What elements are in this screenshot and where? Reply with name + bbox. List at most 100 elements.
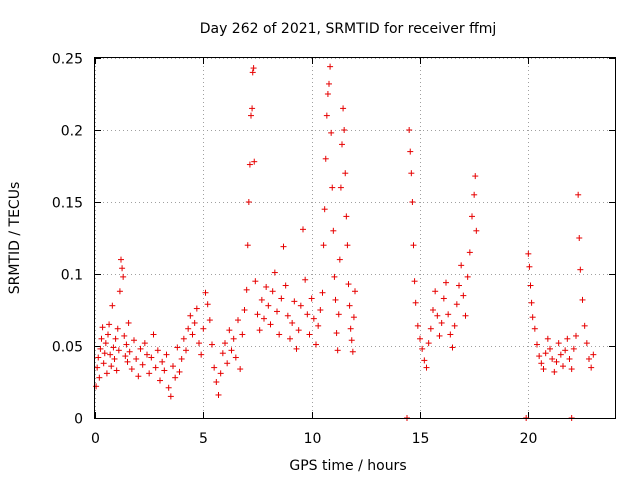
data-point xyxy=(189,331,196,338)
data-point xyxy=(244,242,251,249)
data-point xyxy=(196,340,202,347)
data-point xyxy=(246,161,253,168)
data-point xyxy=(573,332,579,339)
data-point xyxy=(172,374,179,381)
data-point xyxy=(185,325,192,332)
data-point xyxy=(93,383,100,390)
data-point xyxy=(222,340,228,347)
data-point xyxy=(230,335,237,342)
data-point xyxy=(125,319,132,326)
data-point xyxy=(560,363,566,370)
data-point xyxy=(326,80,332,87)
data-point xyxy=(310,315,317,322)
data-point xyxy=(170,363,176,370)
data-point xyxy=(126,348,133,355)
data-point xyxy=(562,347,569,354)
data-point xyxy=(241,307,248,313)
data-point xyxy=(249,69,256,76)
data-point xyxy=(120,273,127,280)
data-point xyxy=(453,301,460,308)
data-point xyxy=(430,307,436,313)
data-point xyxy=(302,276,309,283)
data-point xyxy=(526,263,533,270)
data-point xyxy=(271,269,278,276)
data-point xyxy=(118,256,124,263)
data-point xyxy=(323,112,330,119)
data-point xyxy=(343,213,350,220)
data-point xyxy=(417,335,423,342)
data-point xyxy=(324,91,331,97)
data-point xyxy=(320,242,327,249)
data-point xyxy=(319,289,326,296)
data-point xyxy=(280,243,287,250)
data-point xyxy=(570,345,577,352)
data-point xyxy=(157,377,163,384)
data-point xyxy=(278,295,285,302)
x-tick-label: 15 xyxy=(412,431,430,447)
data-point xyxy=(336,256,343,263)
data-point xyxy=(98,335,105,342)
data-point xyxy=(249,105,256,112)
data-point xyxy=(251,158,258,165)
data-point xyxy=(406,127,413,133)
data-point xyxy=(144,351,150,358)
data-point xyxy=(228,347,235,354)
data-point xyxy=(460,292,467,299)
data-point xyxy=(321,206,328,213)
x-tick-label: 0 xyxy=(91,431,100,447)
data-point xyxy=(105,331,111,338)
data-point xyxy=(154,347,161,354)
data-point xyxy=(339,141,345,148)
data-point xyxy=(408,170,415,177)
data-point xyxy=(245,199,252,205)
data-point xyxy=(409,199,416,205)
data-point xyxy=(334,347,341,354)
data-point xyxy=(209,341,215,348)
data-point xyxy=(342,170,349,177)
data-point xyxy=(114,325,121,332)
data-point xyxy=(322,155,329,162)
data-point xyxy=(263,283,270,290)
x-tick-label: 5 xyxy=(199,431,208,447)
data-point xyxy=(411,278,418,285)
data-point xyxy=(529,314,536,321)
data-point xyxy=(329,184,336,191)
data-point xyxy=(577,266,584,273)
y-tick-label: 0.15 xyxy=(52,196,83,212)
data-point xyxy=(108,363,115,370)
data-point xyxy=(333,330,340,337)
data-point xyxy=(407,148,414,155)
data-point xyxy=(131,337,137,344)
data-point xyxy=(150,331,157,338)
data-point xyxy=(109,302,116,309)
y-tick-label: 0 xyxy=(74,412,83,428)
data-point xyxy=(536,353,543,360)
data-point xyxy=(124,358,131,365)
data-point xyxy=(313,341,319,348)
data-point xyxy=(327,63,334,70)
data-point xyxy=(167,393,174,400)
data-point xyxy=(347,325,354,332)
data-point xyxy=(224,360,231,367)
data-point xyxy=(261,315,267,322)
data-point xyxy=(269,288,276,295)
data-point xyxy=(215,391,222,398)
data-point xyxy=(183,347,189,354)
data-point xyxy=(352,288,358,295)
data-point xyxy=(346,302,353,309)
data-point xyxy=(344,242,351,249)
data-point xyxy=(133,355,140,362)
data-point xyxy=(414,322,421,329)
data-point xyxy=(553,358,560,365)
data-point xyxy=(180,335,187,342)
data-point xyxy=(581,322,588,329)
data-point xyxy=(106,321,113,328)
data-point xyxy=(295,327,302,334)
data-point xyxy=(137,345,144,352)
data-point xyxy=(219,350,226,357)
data-point xyxy=(282,282,289,289)
data-point xyxy=(248,112,254,119)
data-point xyxy=(345,281,352,288)
data-point xyxy=(232,354,239,361)
